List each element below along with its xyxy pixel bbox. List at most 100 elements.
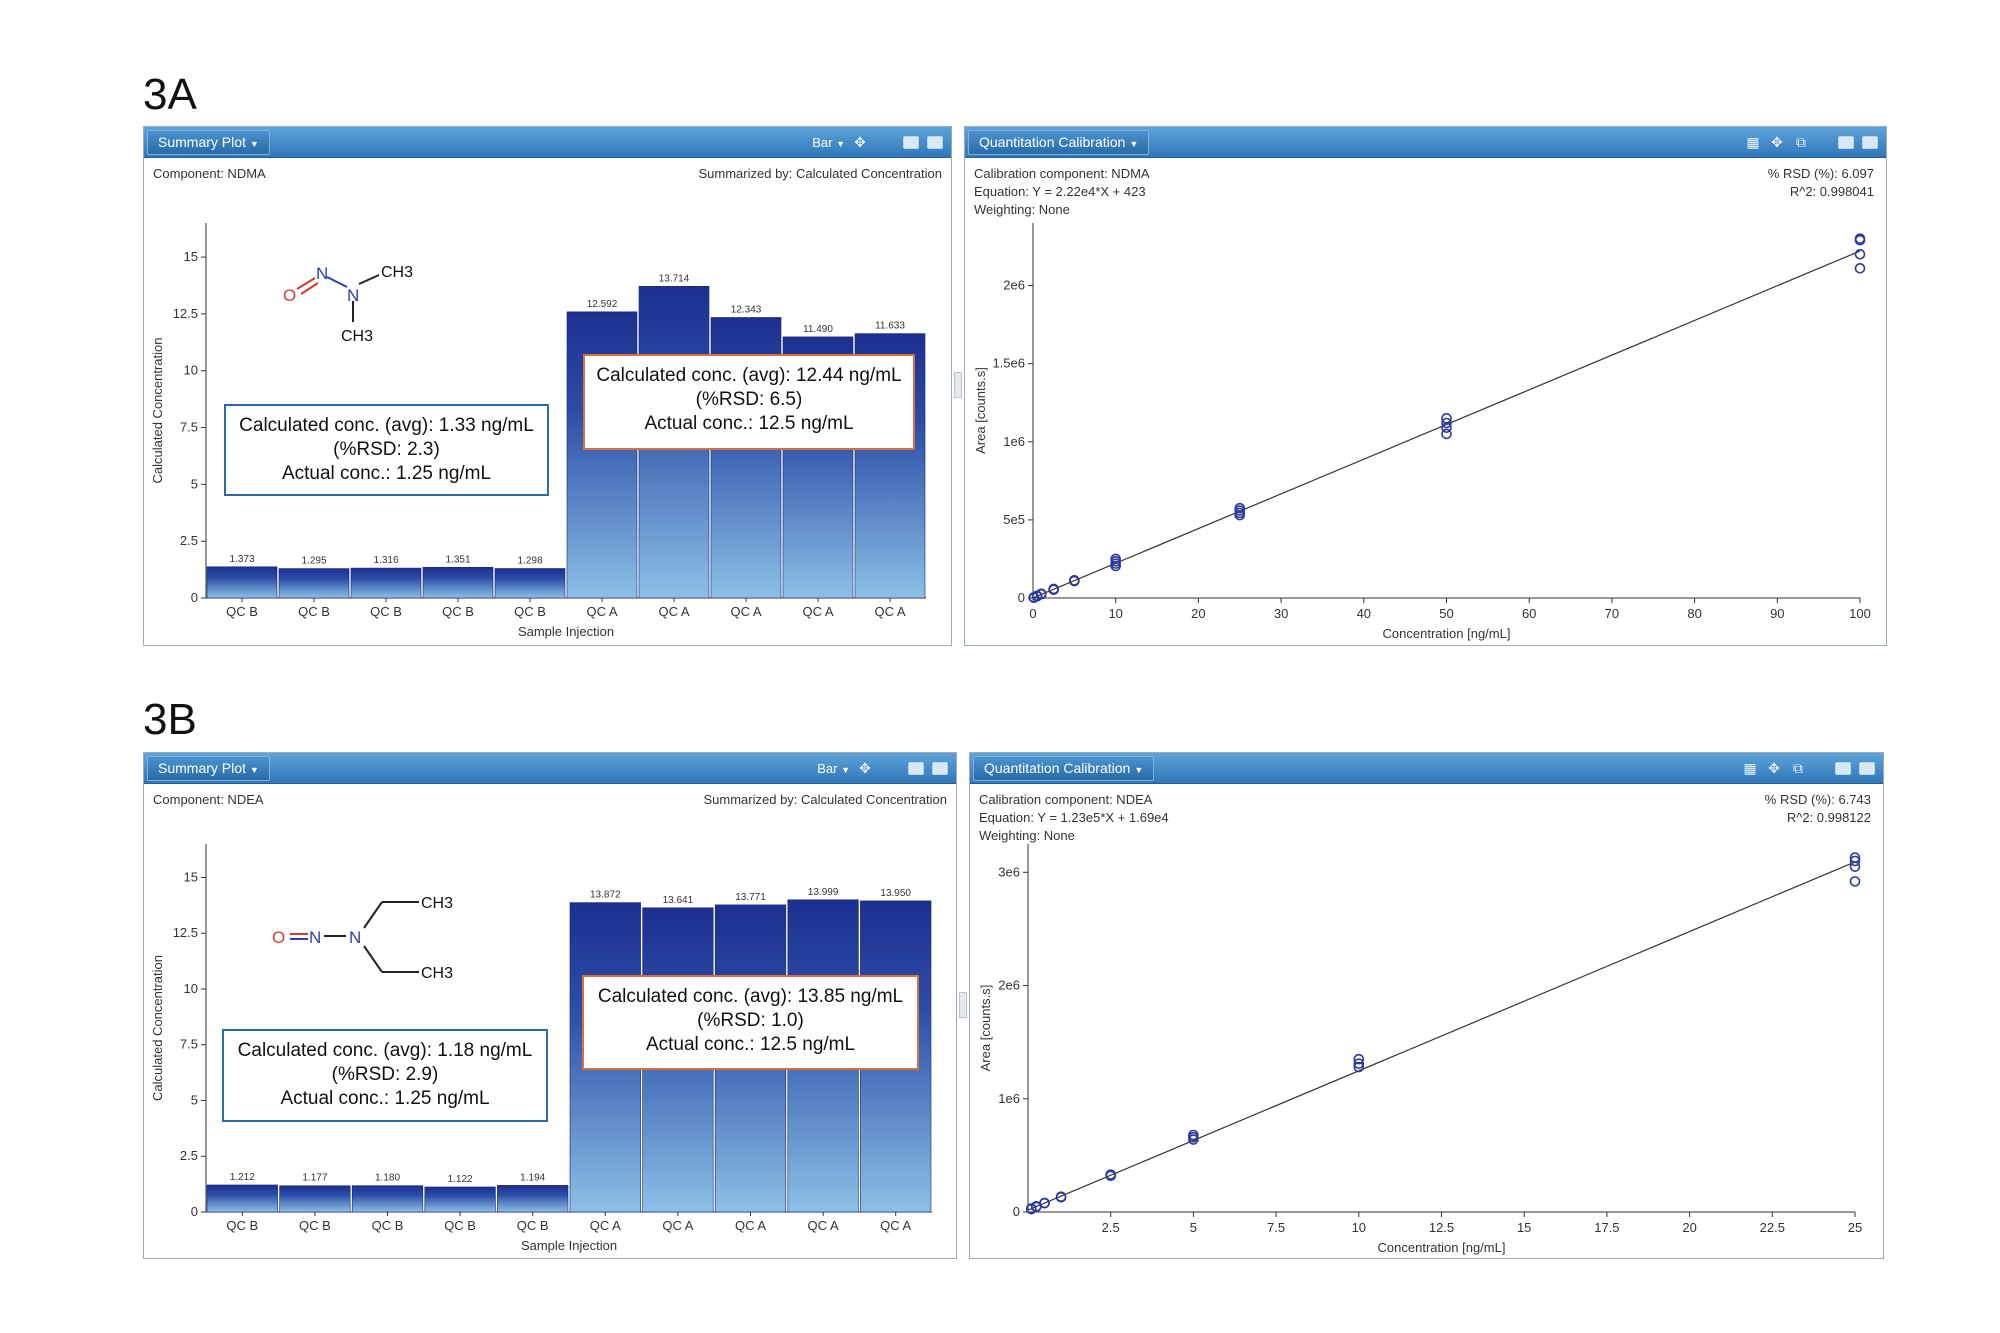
- atom-label: N: [347, 286, 359, 305]
- quantitation-calibration-panel: Quantitation Calibration ▼ ▦ ✥ ⧉ Calibrat…: [969, 752, 1884, 1259]
- y-tick-label: 15: [184, 869, 198, 884]
- summary-plot-menu-button[interactable]: Summary Plot ▼: [147, 130, 270, 155]
- x-tick-label: QC A: [586, 604, 617, 619]
- x-tick-label: QC B: [298, 604, 330, 619]
- bar-value-label: 1.122: [448, 1174, 473, 1185]
- y-tick-label: 3e6: [998, 864, 1020, 879]
- calibration-component-label: Calibration component: NDMA: [974, 166, 1150, 181]
- annotation-line: Actual conc.: 12.5 ng/mL: [645, 1034, 856, 1055]
- rsd-label: % RSD (%): 6.097: [1767, 166, 1874, 181]
- atom-label: N: [309, 928, 321, 947]
- annotation-high-concentration: Calculated conc. (avg): 13.85 ng/mL (%RS…: [582, 975, 919, 1070]
- x-tick-label: 60: [1522, 606, 1536, 621]
- bar-value-label: 1.180: [375, 1173, 400, 1184]
- maximize-button[interactable]: [1859, 761, 1875, 775]
- data-point: [1035, 588, 1047, 600]
- quantitation-calibration-menu-button[interactable]: Quantitation Calibration ▼: [968, 130, 1150, 155]
- y-tick-label: 12.5: [173, 306, 198, 321]
- bar: [351, 1185, 424, 1213]
- caret-down-icon: ▼: [836, 138, 845, 149]
- panel-titlebar: Quantitation Calibration ▼ ▦ ✥ ⧉: [965, 127, 1886, 158]
- calibration-scatter-chart: 0 1e6 2e6 3e6 2.5 5 7.5 10 12.5 15 17.5 20 22.5 25 Con…: [978, 844, 1862, 1255]
- data-point: [1234, 502, 1246, 514]
- minimize-button[interactable]: [903, 135, 919, 149]
- bar: [497, 1185, 569, 1213]
- annotation-line: (%RSD: 1.0): [697, 1010, 804, 1031]
- atom-label: N: [349, 928, 361, 947]
- caret-down-icon: ▼: [1129, 139, 1139, 149]
- move-icon[interactable]: ✥: [854, 134, 866, 150]
- y-axis-label: Calculated Concentration: [150, 338, 165, 484]
- panel-splitter[interactable]: [959, 992, 967, 1018]
- annotation-line: Calculated conc. (avg): 13.85 ng/mL: [597, 986, 904, 1007]
- data-point: [1055, 1191, 1067, 1203]
- table-icon[interactable]: ▦: [1746, 134, 1760, 150]
- move-icon[interactable]: ✥: [1771, 134, 1783, 150]
- x-tick-label: QC B: [372, 1218, 404, 1233]
- x-tick-label: QC B: [517, 1218, 549, 1233]
- bar-value-label: 12.343: [731, 304, 762, 315]
- y-tick-label: 7.5: [180, 1037, 198, 1052]
- x-tick-label: QC A: [802, 604, 833, 619]
- menu-label: Quantitation Calibration: [984, 760, 1131, 776]
- annotation-line: Actual conc.: 1.25 ng/mL: [280, 1088, 490, 1109]
- bar-value-label: 1.373: [229, 554, 254, 565]
- y-tick-label: 1.5e6: [992, 356, 1025, 371]
- x-tick-label: 22.5: [1760, 1220, 1785, 1235]
- data-point: [1353, 1058, 1365, 1069]
- zoom-icon[interactable]: ⧉: [1793, 760, 1803, 776]
- titlebar-tools: Bar ▼ ✥: [817, 756, 948, 780]
- y-tick-label: 15: [184, 249, 198, 264]
- table-icon[interactable]: ▦: [1743, 760, 1757, 776]
- y-tick-label: 2.5: [180, 533, 198, 548]
- titlebar-tools: Bar ▼ ✥: [812, 130, 943, 154]
- figure-label-3a: 3A: [143, 70, 197, 119]
- bar: [350, 567, 422, 599]
- bar-value-label: 1.316: [373, 555, 398, 566]
- minimize-button[interactable]: [1838, 135, 1854, 149]
- maximize-button[interactable]: [932, 761, 948, 775]
- x-tick-label: 12.5: [1429, 1220, 1454, 1235]
- maximize-button[interactable]: [1862, 135, 1878, 149]
- y-tick-label: 2e6: [998, 978, 1020, 993]
- plot-type-label: Bar: [817, 760, 838, 776]
- zoom-icon[interactable]: ⧉: [1796, 134, 1806, 150]
- bar-value-label: 11.633: [875, 321, 905, 332]
- x-tick-label: 40: [1357, 606, 1371, 621]
- bar: [279, 1185, 351, 1213]
- plot-type-dropdown[interactable]: Bar ▼: [812, 135, 845, 150]
- y-axis-label: Area [counts.s]: [978, 985, 993, 1072]
- panel-splitter[interactable]: [954, 372, 962, 398]
- r-squared-label: R^2: 0.998122: [1786, 810, 1871, 825]
- annotation-line: (%RSD: 2.3): [333, 439, 440, 460]
- summary-plot-menu-button[interactable]: Summary Plot ▼: [147, 756, 270, 781]
- bar: [424, 1186, 496, 1213]
- caret-down-icon: ▼: [249, 765, 259, 775]
- x-tick-label: QC A: [735, 1218, 766, 1233]
- minimize-button[interactable]: [1835, 761, 1851, 775]
- data-point: [1048, 584, 1059, 595]
- atom-label: CH3: [421, 965, 453, 982]
- y-tick-label: 2e6: [1003, 278, 1025, 293]
- data-point: [1353, 1061, 1365, 1073]
- calibration-info: Calibration component: NDEA Equation: Y …: [979, 791, 1169, 845]
- bar-value-label: 13.714: [659, 273, 690, 284]
- bar-value-label: 1.194: [520, 1172, 545, 1183]
- y-tick-label: 1e6: [1003, 434, 1025, 449]
- x-tick-label: 5: [1190, 1220, 1197, 1235]
- atom-label: CH3: [421, 895, 453, 912]
- quantitation-calibration-menu-button[interactable]: Quantitation Calibration ▼: [973, 756, 1155, 781]
- data-point: [1854, 248, 1866, 260]
- move-icon[interactable]: ✥: [859, 760, 871, 776]
- y-tick-label: 12.5: [173, 925, 198, 940]
- y-axis-label: Calculated Concentration: [150, 955, 165, 1101]
- move-icon[interactable]: ✥: [1768, 760, 1780, 776]
- calibration-fit-line: [1027, 861, 1856, 1211]
- ndma-structure: O N N CH3 CH3: [283, 264, 413, 345]
- maximize-button[interactable]: [927, 135, 943, 149]
- x-tick-label: 15: [1517, 1220, 1531, 1235]
- titlebar-tools: ▦ ✥ ⧉: [1741, 756, 1875, 780]
- minimize-button[interactable]: [908, 761, 924, 775]
- r-squared-label: R^2: 0.998041: [1789, 184, 1874, 199]
- plot-type-dropdown[interactable]: Bar ▼: [817, 761, 850, 776]
